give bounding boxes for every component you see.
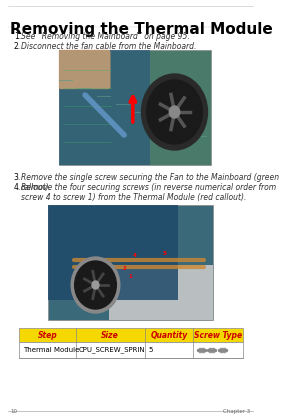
FancyBboxPatch shape (59, 50, 211, 165)
Text: Chapter 3: Chapter 3 (223, 409, 250, 414)
Text: CPU_SCREW_SPRIN: CPU_SCREW_SPRIN (79, 346, 146, 353)
Text: 5: 5 (163, 250, 167, 255)
Text: 10: 10 (11, 409, 17, 414)
FancyBboxPatch shape (48, 205, 178, 300)
Text: Remove the four securing screws (in reverse numerical order from screw 4 to scre: Remove the four securing screws (in reve… (21, 183, 276, 202)
Text: 4.: 4. (14, 183, 21, 192)
Text: Disconnect the fan cable from the Mainboard.: Disconnect the fan cable from the Mainbo… (21, 42, 196, 51)
Text: 1.: 1. (14, 32, 21, 41)
FancyBboxPatch shape (48, 205, 213, 320)
Text: 2: 2 (122, 265, 126, 270)
Text: 5: 5 (148, 347, 153, 353)
Text: Size: Size (101, 331, 119, 339)
Text: 4: 4 (133, 252, 136, 257)
Circle shape (71, 257, 120, 313)
FancyBboxPatch shape (19, 328, 243, 342)
Text: Removing the Thermal Module: Removing the Thermal Module (11, 22, 273, 37)
Text: Thermal Module: Thermal Module (22, 347, 79, 353)
FancyBboxPatch shape (59, 50, 110, 89)
Circle shape (92, 281, 99, 289)
Text: 3.: 3. (14, 173, 21, 182)
Text: 2.: 2. (14, 42, 21, 51)
Text: 1: 1 (128, 273, 132, 278)
Circle shape (147, 80, 202, 144)
Text: See “Removing the Mainboard” on page 95.: See “Removing the Mainboard” on page 95. (21, 32, 190, 41)
Text: Screw Type: Screw Type (194, 331, 242, 339)
FancyBboxPatch shape (59, 50, 150, 165)
Text: Step: Step (38, 331, 57, 339)
Text: Quantity: Quantity (150, 331, 188, 339)
FancyBboxPatch shape (19, 342, 243, 358)
Circle shape (142, 74, 208, 150)
Circle shape (169, 106, 180, 118)
Text: Remove the single screw securing the Fan to the Mainboard (green callout).: Remove the single screw securing the Fan… (21, 173, 279, 192)
FancyBboxPatch shape (109, 265, 213, 320)
Circle shape (75, 261, 116, 309)
